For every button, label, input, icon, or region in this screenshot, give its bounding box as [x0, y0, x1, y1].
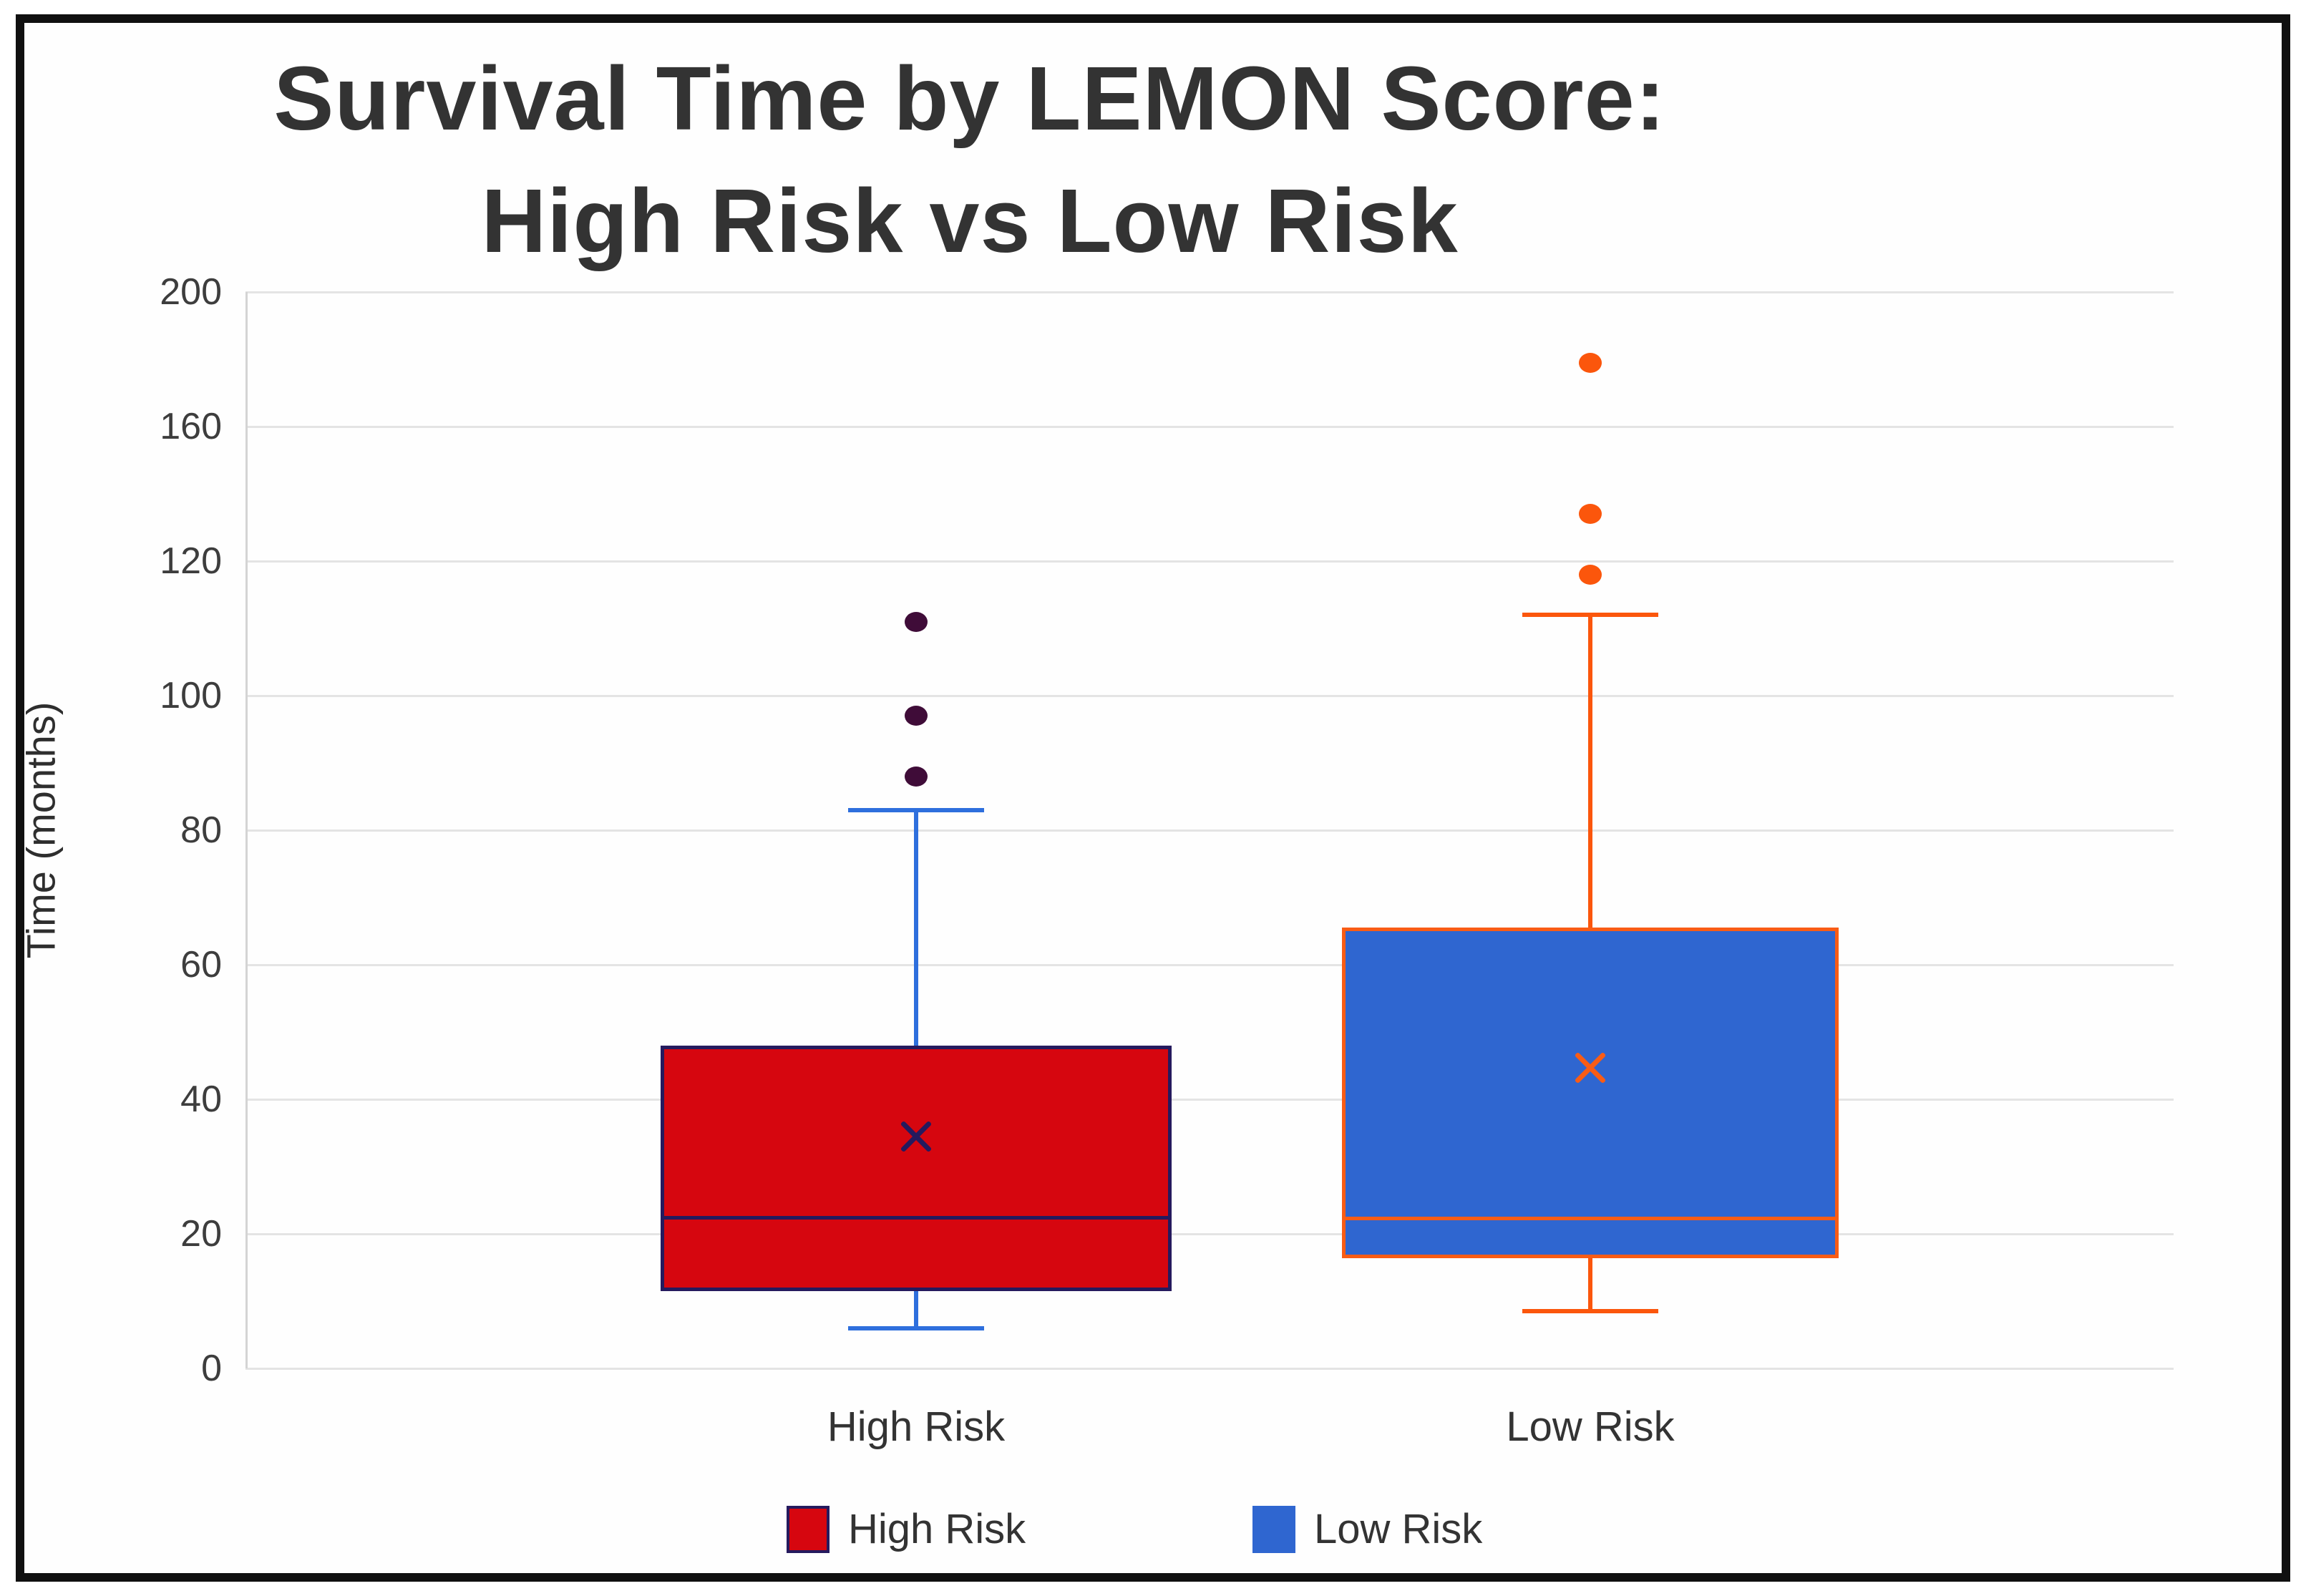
- y-tick-label: 0: [201, 1348, 222, 1389]
- y-tick-label: 60: [180, 944, 222, 986]
- whisker-cap-bottom-high-risk: [848, 1325, 984, 1330]
- y-tick-label: 200: [160, 271, 222, 313]
- legend-swatch-low-risk: [1252, 1506, 1295, 1553]
- category-label-high-risk: High Risk: [827, 1403, 1006, 1450]
- whisker-bottom-high-risk: [914, 1290, 918, 1328]
- y-tick-label: 120: [160, 540, 222, 582]
- legend-swatch-high-risk: [787, 1506, 830, 1553]
- legend-label-low-risk: Low Risk: [1314, 1506, 1483, 1552]
- gridline: [245, 1232, 2174, 1235]
- chart-frame-border: [16, 14, 2290, 1582]
- y-axis-line: [245, 292, 248, 1368]
- mean-marker-high-risk: [898, 1119, 934, 1154]
- gridline: [245, 829, 2174, 832]
- legend-label-high-risk: High Risk: [848, 1506, 1026, 1552]
- gridline: [245, 694, 2174, 697]
- whisker-top-low-risk: [1588, 615, 1592, 928]
- outlier-point-high-risk: [905, 766, 928, 787]
- gridline: [245, 425, 2174, 428]
- gridline: [245, 291, 2174, 293]
- y-tick-label: 20: [180, 1213, 222, 1255]
- whisker-bottom-low-risk: [1588, 1257, 1592, 1312]
- mean-marker-low-risk: [1572, 1050, 1608, 1086]
- outlier-point-low-risk: [1579, 564, 1602, 585]
- outlier-point-low-risk: [1579, 504, 1602, 525]
- gridline: [245, 963, 2174, 966]
- whisker-cap-bottom-low-risk: [1522, 1309, 1658, 1314]
- whisker-top-high-risk: [914, 809, 918, 1046]
- box-high-risk: [661, 1045, 1172, 1291]
- gridline: [245, 560, 2174, 563]
- gridline: [245, 1098, 2174, 1101]
- chart-title-line1: Survival Time by LEMON Score:: [273, 48, 1666, 149]
- y-tick-label: 80: [180, 809, 222, 851]
- y-tick-label: 100: [160, 675, 222, 716]
- chart-title-line2: High Risk vs Low Risk: [481, 170, 1459, 272]
- whisker-cap-top-low-risk: [1522, 613, 1658, 618]
- y-tick-label: 160: [160, 406, 222, 447]
- outlier-point-high-risk: [905, 611, 928, 632]
- y-tick-label: 40: [180, 1079, 222, 1120]
- box-low-risk: [1342, 928, 1839, 1258]
- chart-title: Survival Time by LEMON Score: High Risk …: [215, 37, 1725, 283]
- outlier-point-high-risk: [905, 706, 928, 726]
- outlier-point-low-risk: [1579, 352, 1602, 373]
- whisker-cap-top-high-risk: [848, 807, 984, 812]
- category-label-low-risk: Low Risk: [1506, 1403, 1675, 1450]
- gridline: [245, 1367, 2174, 1370]
- median-line-high-risk: [664, 1215, 1168, 1220]
- median-line-low-risk: [1346, 1216, 1835, 1220]
